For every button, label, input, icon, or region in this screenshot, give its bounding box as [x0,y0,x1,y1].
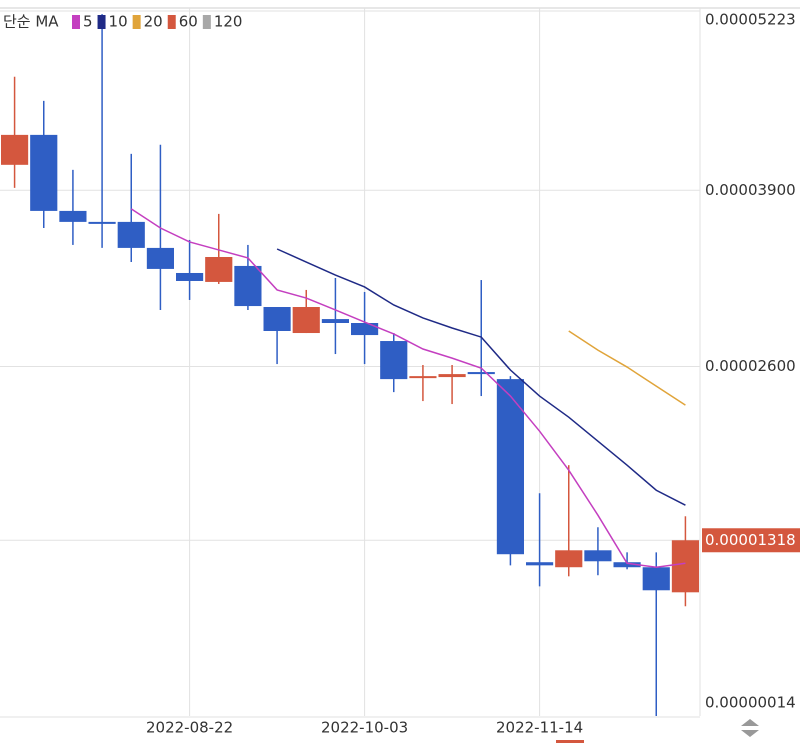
candle-body [59,210,87,222]
candle-body [117,221,145,248]
candle-body [234,265,262,307]
candle-body [584,550,612,562]
ma-line [276,248,686,506]
indicator-tab [556,740,584,743]
candle-body [642,567,670,591]
legend-label: 10 [109,13,128,31]
candle-body [555,550,583,568]
candle-body [351,323,379,336]
ma-line [568,330,686,406]
candle-body [526,562,554,566]
legend-title: 단순 MA [3,13,59,31]
labels: 0.00000014 0.00002600 0.00003900 0.00005223… [146,11,796,737]
legend-swatch [72,15,80,29]
last-price-label: 0.00001318 [705,531,796,549]
candle-body [380,341,408,380]
legend-label: 120 [214,13,243,31]
legend-swatch [202,15,211,29]
y-tick-label: 0.00003900 [705,181,796,199]
y-tick-label: 0.00005223 [705,11,796,29]
candle-body [292,307,320,334]
x-tick-label: 2022-11-14 [496,719,583,737]
y-tick-label: 0.00002600 [705,357,796,375]
candle-body [467,372,495,375]
candle-body [205,256,233,282]
candle-body [146,247,174,269]
x-tick-label: 2022-10-03 [321,719,408,737]
candle-body [176,272,204,281]
legend-label: 60 [179,13,198,31]
legend-swatch [97,15,106,29]
legend-label: 20 [144,13,163,31]
candle-body [1,134,29,165]
candle-body [496,379,524,555]
ma-line [130,208,686,568]
candle-body [263,307,291,331]
candle-body [671,540,699,593]
candle-body [88,221,116,224]
candle-body [438,374,466,378]
legend-swatch [132,15,141,29]
last-price-box [702,528,800,553]
legend-label: 5 [83,13,93,31]
candle-body [613,562,641,568]
candle-body [321,319,349,324]
scroll-icon[interactable] [741,719,759,737]
candle-body [30,134,58,211]
x-tick-label: 2022-08-22 [146,719,233,737]
y-tick-label: 0.00000014 [705,694,796,712]
candle-body [409,376,437,379]
plot-area [1,14,699,716]
grid [0,8,700,718]
legend-swatch [167,15,176,29]
